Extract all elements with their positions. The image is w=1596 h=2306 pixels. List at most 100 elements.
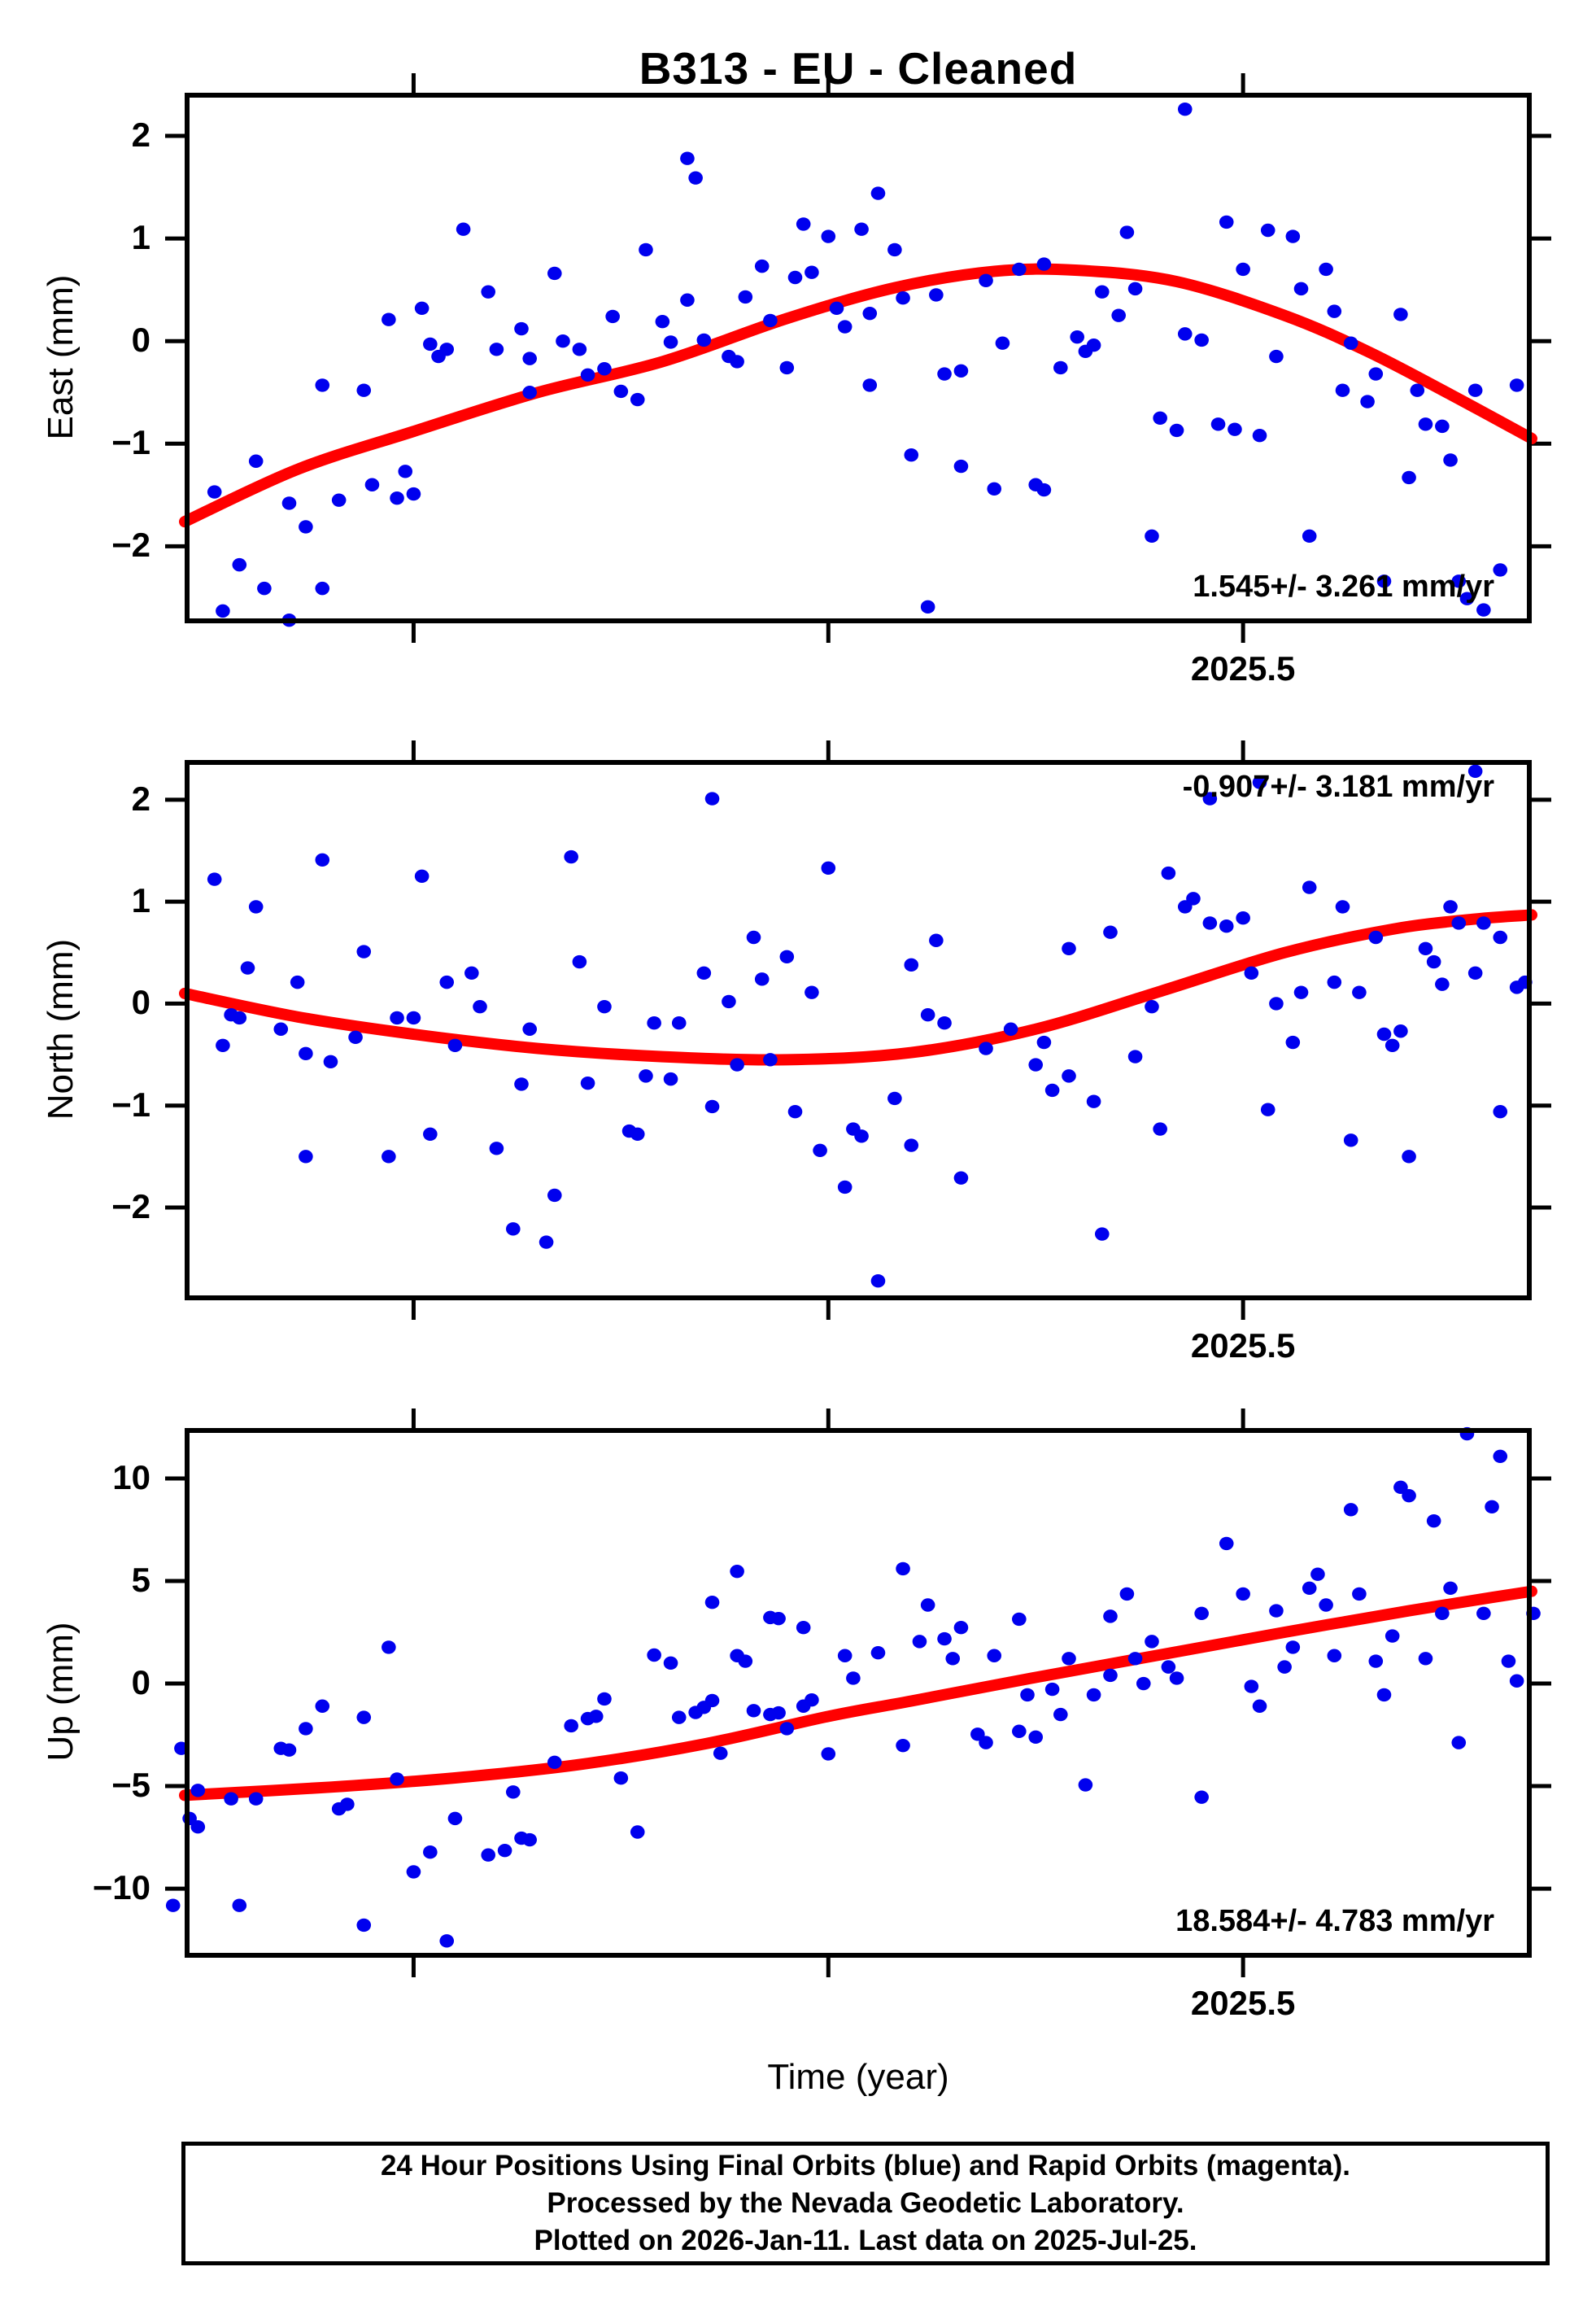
data-point [1327, 1649, 1342, 1662]
data-point [837, 320, 853, 334]
data-point [1044, 1083, 1060, 1098]
data-point [1426, 1513, 1441, 1528]
data-point [887, 1091, 902, 1106]
data-point [945, 1652, 961, 1666]
data-point [805, 985, 819, 999]
data-point [1228, 422, 1242, 436]
data-point [1302, 1581, 1317, 1596]
data-point [854, 1129, 869, 1143]
data-point [738, 1654, 753, 1668]
up-velocity-annotation: 18.584+/- 4.783 mm/yr [1175, 1904, 1494, 1938]
data-point [1161, 866, 1176, 880]
data-point [630, 1127, 645, 1141]
data-point [813, 1143, 827, 1158]
data-point [299, 1722, 313, 1736]
footer-line-orbits: 24 Hour Positions Using Final Orbits (bl… [380, 2150, 1351, 2182]
plot-frame [185, 760, 1532, 1300]
data-point [1285, 1035, 1301, 1050]
data-point [414, 301, 430, 316]
data-point [439, 343, 455, 356]
data-point [862, 306, 878, 321]
data-point [406, 487, 421, 501]
data-point [613, 384, 629, 399]
data-point [929, 288, 944, 302]
data-point [1153, 411, 1167, 425]
data-point [870, 186, 886, 200]
data-point [406, 1011, 421, 1025]
up-x-tick-label: 2025.5 [1190, 1984, 1296, 2022]
data-point [1169, 1671, 1184, 1685]
data-point [1070, 330, 1085, 344]
data-point [696, 966, 712, 980]
data-point [1352, 985, 1367, 999]
data-point [447, 1038, 463, 1052]
data-point [779, 1722, 795, 1736]
data-point [299, 1046, 313, 1061]
data-point [1327, 304, 1342, 318]
data-point [1302, 529, 1317, 544]
data-point [1368, 930, 1384, 945]
data-point [1467, 764, 1483, 778]
data-point [1451, 916, 1467, 930]
data-point [1327, 975, 1342, 989]
data-point [1418, 941, 1433, 955]
data-point [796, 1621, 811, 1635]
data-point [821, 861, 836, 875]
data-point [1210, 417, 1226, 431]
data-point [663, 335, 678, 349]
data-point [1385, 1629, 1400, 1643]
data-point [597, 1692, 612, 1706]
data-point [870, 1273, 886, 1288]
data-point [704, 1099, 720, 1114]
east-velocity-annotation: 1.545+/- 3.261 mm/yr [1193, 570, 1494, 604]
data-point [953, 364, 969, 378]
data-point [273, 1022, 289, 1036]
east-x-tick-label: 2025.5 [1190, 649, 1296, 688]
data-point [514, 321, 529, 336]
data-point [1443, 1581, 1458, 1596]
data-point [1094, 1227, 1110, 1241]
data-point [1426, 954, 1441, 969]
data-point [522, 1832, 537, 1847]
data-point [1476, 916, 1491, 930]
data-point [497, 1843, 512, 1858]
data-point [1476, 603, 1491, 617]
page-title: B313 - EU - Cleaned [639, 43, 1078, 94]
data-point [1153, 1122, 1167, 1136]
data-point [514, 1077, 529, 1091]
data-point [1119, 1587, 1135, 1601]
data-point [1062, 941, 1076, 955]
data-point [854, 222, 869, 236]
data-point [1285, 1640, 1301, 1654]
data-point [1012, 1724, 1027, 1738]
plot-frame [185, 93, 1532, 623]
data-point [1277, 1660, 1292, 1674]
data-point [1493, 1105, 1508, 1119]
data-point [1368, 1654, 1384, 1668]
data-point [580, 368, 595, 382]
data-point [1343, 1503, 1358, 1517]
data-point [704, 792, 720, 806]
data-point [1252, 1699, 1267, 1713]
data-point [1086, 1094, 1101, 1108]
up-panel-plot [165, 1408, 1551, 1977]
data-point [1078, 1778, 1093, 1792]
data-point [896, 291, 910, 305]
data-point [390, 491, 404, 505]
data-point [754, 259, 770, 273]
data-point [920, 1598, 935, 1612]
data-point [473, 999, 487, 1014]
data-point [1509, 1674, 1524, 1688]
data-point [1467, 383, 1483, 397]
data-point [763, 313, 778, 328]
data-point [730, 355, 744, 369]
data-point [1451, 574, 1467, 588]
data-point [423, 1845, 438, 1859]
data-point [630, 1825, 645, 1839]
data-point [1127, 1050, 1143, 1063]
data-point [979, 1042, 993, 1055]
data-point [1393, 1024, 1408, 1038]
up-y-tick-label: 0 [131, 1663, 150, 1702]
data-point [1186, 892, 1201, 906]
data-point [1467, 966, 1483, 980]
